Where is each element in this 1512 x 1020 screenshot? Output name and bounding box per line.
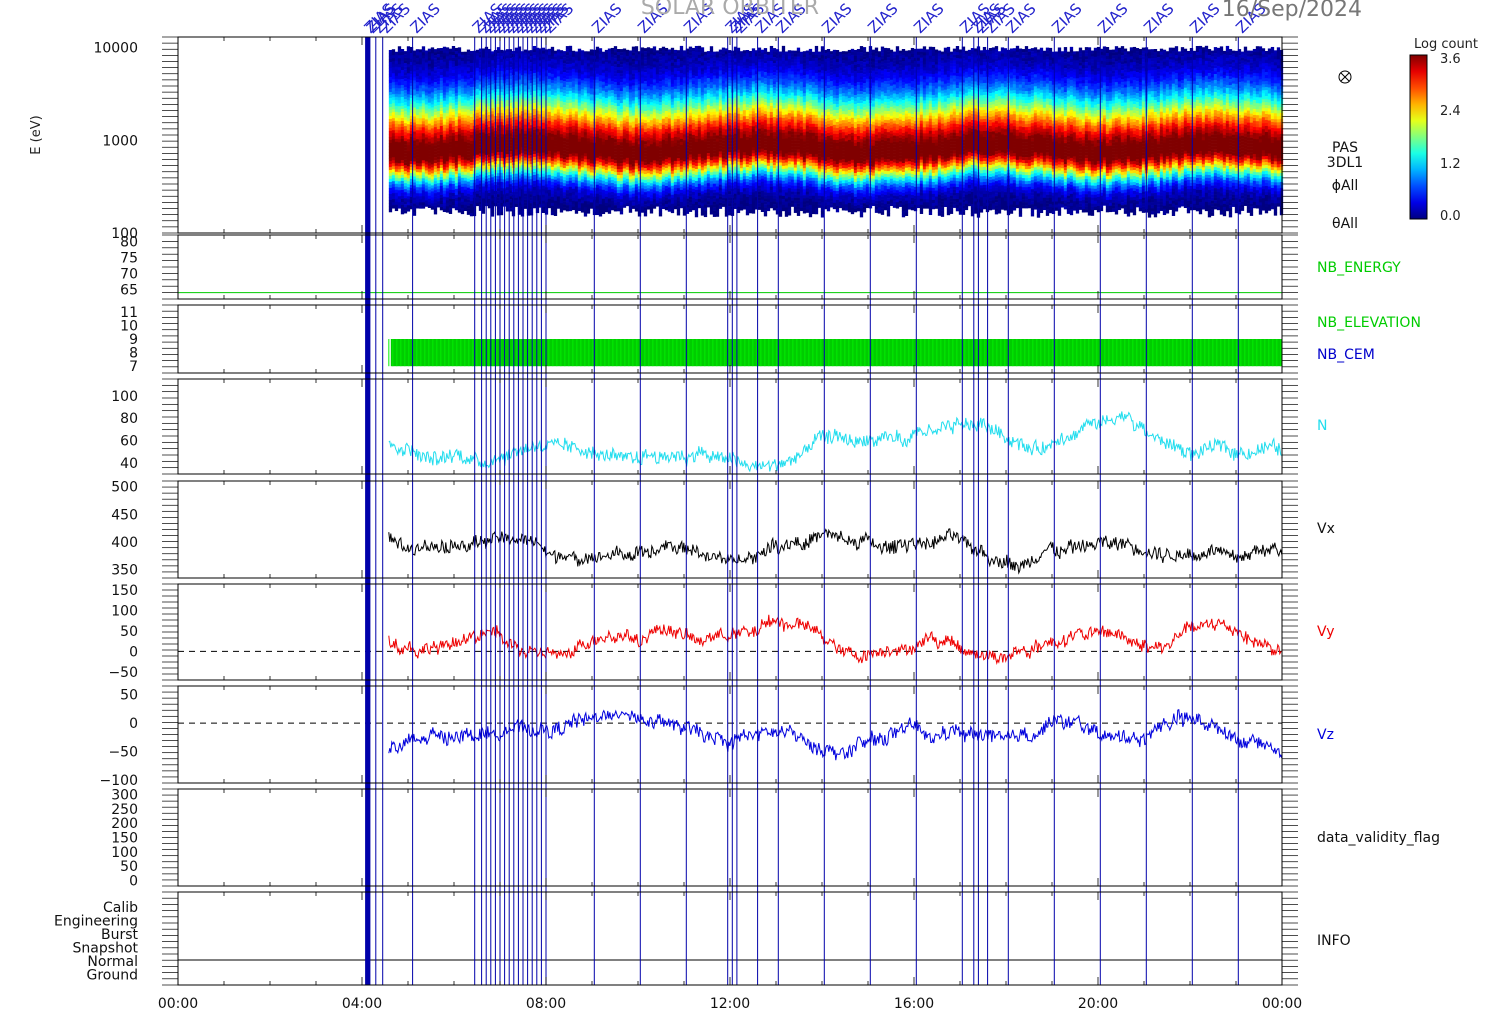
ytick-label: Normal [87, 954, 138, 970]
panel-frame [177, 480, 1283, 579]
xtick-label: 04:00 [342, 996, 382, 1012]
colorbar-gradient [1409, 54, 1428, 220]
spectrogram-right-label: PAS [1332, 140, 1358, 156]
ytick-label: Engineering [54, 914, 138, 930]
ytick-label: 200 [111, 816, 138, 832]
event-label: ZIAS [407, 0, 444, 37]
ytick-label: 60 [120, 433, 138, 449]
ytick-label: Calib [103, 900, 138, 916]
panel-frame [177, 378, 1283, 475]
vz-series [388, 708, 1283, 761]
ytick-label: 9 [129, 332, 138, 348]
panel-frame [177, 891, 1283, 986]
plot-title: SOLAR ORBITER [641, 0, 819, 20]
ytick-label: 100 [111, 389, 138, 405]
event-label: ZIAS [818, 0, 855, 37]
spectrogram-ylabel: E (eV) [29, 115, 44, 154]
ytick-label: 100 [111, 604, 138, 620]
ytick-label: 0 [129, 873, 138, 889]
ytick-label: 400 [111, 535, 138, 551]
validity-label: data_validity_flag [1317, 830, 1440, 846]
event-label: ZIAS [1048, 0, 1085, 37]
ytick-label: 350 [111, 563, 138, 579]
density-series [388, 411, 1283, 473]
xtick-label: 20:00 [1078, 996, 1118, 1012]
ytick-label: Ground [87, 968, 139, 984]
colorbar-tick-2: 2.4 [1440, 104, 1461, 119]
ytick-label: −50 [108, 745, 138, 761]
vy-label: Vy [1317, 624, 1335, 640]
vx-series [388, 528, 1283, 575]
ytick-label: 300 [111, 788, 138, 804]
ytick-label: 500 [111, 480, 138, 496]
vz-label: Vz [1317, 727, 1334, 743]
density-label: N [1317, 418, 1327, 434]
nb-energy-label: NB_ENERGY [1317, 260, 1401, 276]
ytick-label: 150 [111, 831, 138, 847]
ytick-label: 80 [120, 234, 138, 250]
xtick-label: 12:00 [710, 996, 750, 1012]
event-label: ZIAS [1186, 0, 1223, 37]
xtick-label: 08:00 [526, 996, 566, 1012]
spectrogram-right-label: 3DL1 [1327, 155, 1363, 171]
ytick-label: 10000 [93, 41, 138, 57]
colorbar-label: Log count [1414, 37, 1478, 52]
event-label: ZIAS [1140, 0, 1177, 37]
panel-frame [177, 234, 1283, 300]
ytick-label: Snapshot [73, 941, 139, 957]
nb-cem-label: NB_CEM [1317, 347, 1375, 363]
ytick-label: 70 [120, 266, 138, 282]
ytick-label: 1000 [102, 133, 138, 149]
ytick-label: 250 [111, 802, 138, 818]
event-label: ZIAS [910, 0, 947, 37]
nb-elevation-series [388, 339, 1282, 367]
panel-frame [177, 788, 1283, 887]
ytick-label: 50 [120, 859, 138, 875]
vy-series [388, 614, 1283, 665]
ytick-label: −50 [108, 665, 138, 681]
event-label: ZIAS [588, 0, 625, 37]
event-label: ZIAS [1094, 0, 1131, 37]
nb-elevation-label: NB_ELEVATION [1317, 315, 1421, 331]
ytick-label: 100 [111, 226, 138, 242]
ytick-label: 450 [111, 507, 138, 523]
colorbar-tick-min: 0.0 [1440, 209, 1461, 224]
vx-label: Vx [1317, 521, 1335, 537]
ytick-label: 10 [120, 318, 138, 334]
spectrogram-right-label: θAll [1332, 216, 1358, 232]
ytick-label: 100 [111, 845, 138, 861]
ytick-label: 75 [120, 250, 138, 266]
ytick-label: 50 [120, 624, 138, 640]
plot-date: 16/Sep/2024 [1222, 0, 1362, 22]
ytick-label: 0 [129, 644, 138, 660]
colorbar [1409, 54, 1428, 220]
xtick-label: 00:00 [158, 996, 198, 1012]
ytick-label: 150 [111, 583, 138, 599]
ytick-label: 50 [120, 688, 138, 704]
ytick-label: 40 [120, 456, 138, 472]
colorbar-tick-max: 3.6 [1440, 52, 1461, 67]
ytick-label: 8 [129, 346, 138, 362]
spectrogram-right-label: ϕAll [1332, 178, 1359, 194]
ytick-label: −100 [100, 773, 138, 789]
info-label: INFO [1317, 933, 1351, 949]
colorbar-tick-3: 1.2 [1440, 157, 1461, 172]
spectrogram-image [388, 45, 1284, 218]
ytick-label: Burst [101, 927, 139, 943]
ytick-label: 65 [120, 282, 138, 298]
event-label: ZIAS [864, 0, 901, 37]
xtick-label: 00:00 [1262, 996, 1302, 1012]
ytick-label: 11 [120, 305, 138, 321]
direction-symbol-icon [1338, 70, 1352, 84]
ytick-label: 7 [129, 359, 138, 375]
ytick-label: 80 [120, 411, 138, 427]
ytick-label: 0 [129, 716, 138, 732]
xtick-label: 16:00 [894, 996, 934, 1012]
